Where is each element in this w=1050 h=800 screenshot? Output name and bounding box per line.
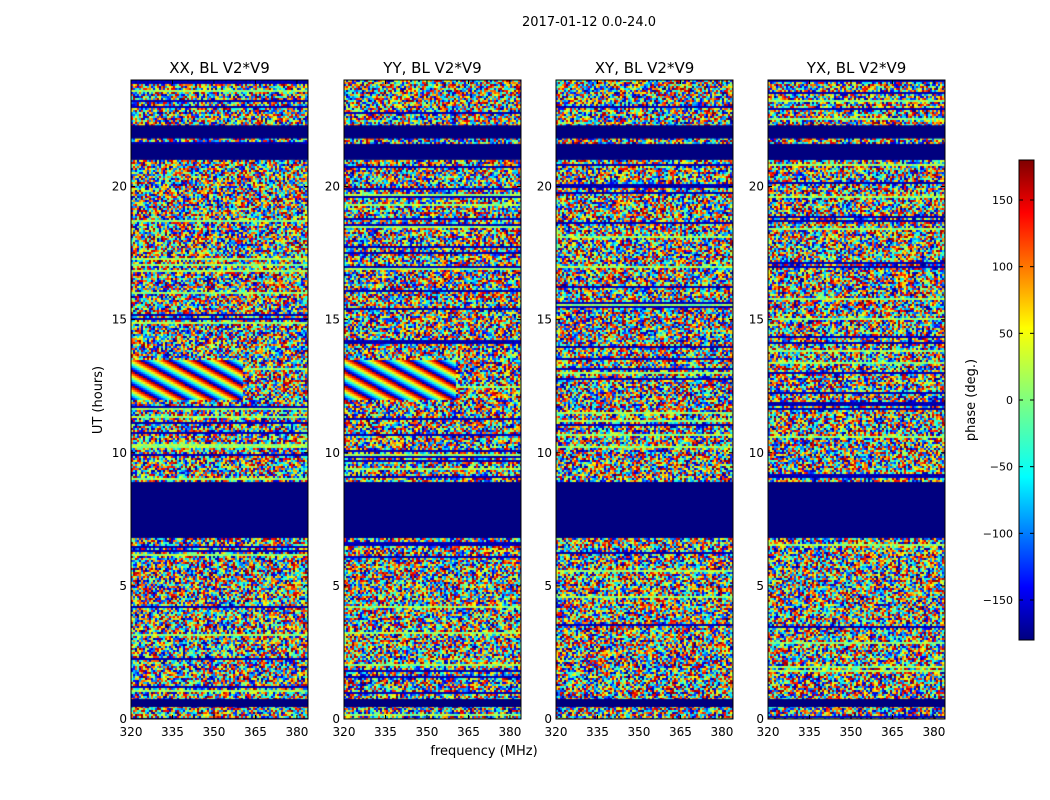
- x-tick-label: 365: [457, 725, 480, 739]
- panel-heatmap-image: [768, 80, 945, 719]
- y-tick-label: 10: [325, 446, 340, 460]
- x-tick-label: 350: [203, 725, 226, 739]
- y-tick-label: 0: [544, 712, 552, 726]
- colorbar-tick-label: 50: [999, 327, 1013, 340]
- x-tick-label: 365: [881, 725, 904, 739]
- figure-suptitle: 2017-01-12 0.0-24.0: [522, 15, 656, 30]
- colorbar: 150 100 50 0 −50 −100 −150 phase (deg.): [964, 159, 1035, 641]
- colorbar-tick-label: −50: [990, 461, 1013, 474]
- x-tick-label: 335: [586, 725, 609, 739]
- panels: XX, BL V2*V9 320 335 350 365 380 0 5 10 15 20 UT (h…: [91, 59, 946, 739]
- x-tick-label: 320: [545, 725, 568, 739]
- ut-axis-label: UT (hours): [91, 366, 106, 434]
- panel-heatmap-image: [344, 80, 521, 719]
- panel-2: YY, BL V2*V9 320 335 350 365 380 0 5 10 15 20: [325, 59, 522, 739]
- y-tick-label: 20: [112, 180, 127, 194]
- panel-title: YX, BL V2*V9: [806, 59, 907, 77]
- y-tick-label: 20: [325, 180, 340, 194]
- panel-heatmap-image: [131, 80, 308, 719]
- frequency-axis-label: frequency (MHz): [430, 744, 537, 759]
- y-tick-label: 15: [749, 313, 764, 327]
- y-tick-label: 15: [537, 313, 552, 327]
- panel-frame: [130, 79, 309, 720]
- y-tick-label: 5: [119, 579, 127, 593]
- y-tick-label: 5: [544, 579, 552, 593]
- panel-frame: [555, 79, 734, 720]
- x-tick-label: 335: [374, 725, 397, 739]
- panel-1: XX, BL V2*V9 320 335 350 365 380 0 5 10 15 20 UT (h…: [91, 59, 309, 739]
- x-tick-label: 350: [840, 725, 863, 739]
- y-tick-label: 0: [119, 712, 127, 726]
- colorbar-ticks: 150 100 50 0 −50 −100 −150: [983, 194, 1034, 607]
- y-tick-label: 15: [325, 313, 340, 327]
- colorbar-label: phase (deg.): [964, 359, 979, 441]
- y-tick-label: 0: [332, 712, 340, 726]
- panel-title: XX, BL V2*V9: [169, 59, 270, 77]
- panel-frame: [343, 79, 522, 720]
- x-tick-label: 380: [285, 725, 308, 739]
- x-tick-label: 320: [120, 725, 143, 739]
- panel-3: XY, BL V2*V9 320 335 350 365 380 0 5 10 15 20: [537, 59, 734, 739]
- colorbar-tick-label: 0: [1006, 394, 1013, 407]
- x-tick-label: 335: [161, 725, 184, 739]
- colorbar-tick-label: 150: [992, 194, 1013, 207]
- y-tick-label: 10: [112, 446, 127, 460]
- panel-heatmap-image: [556, 80, 733, 719]
- x-tick-label: 350: [416, 725, 439, 739]
- y-tick-label: 10: [537, 446, 552, 460]
- x-tick-label: 380: [922, 725, 945, 739]
- y-tick-label: 15: [112, 313, 127, 327]
- y-tick-label: 0: [756, 712, 764, 726]
- x-tick-label: 320: [333, 725, 356, 739]
- x-tick-label: 365: [244, 725, 267, 739]
- y-tick-label: 10: [749, 446, 764, 460]
- x-tick-label: 350: [628, 725, 651, 739]
- colorbar-tick-label: −150: [983, 594, 1013, 607]
- x-tick-label: 380: [498, 725, 521, 739]
- colorbar-tick-label: 100: [992, 261, 1013, 274]
- panel-title: YY, BL V2*V9: [382, 59, 481, 77]
- x-tick-label: 380: [710, 725, 733, 739]
- y-tick-label: 5: [332, 579, 340, 593]
- panel-4: YX, BL V2*V9 320 335 350 365 380 0 5 10 15 20: [749, 59, 946, 739]
- x-tick-label: 320: [757, 725, 780, 739]
- y-tick-label: 5: [756, 579, 764, 593]
- x-tick-label: 365: [669, 725, 692, 739]
- panel-title: XY, BL V2*V9: [595, 59, 695, 77]
- y-tick-label: 20: [749, 180, 764, 194]
- x-tick-label: 335: [798, 725, 821, 739]
- panel-frame: [767, 79, 946, 720]
- colorbar-tick-label: −100: [983, 527, 1013, 540]
- y-tick-label: 20: [537, 180, 552, 194]
